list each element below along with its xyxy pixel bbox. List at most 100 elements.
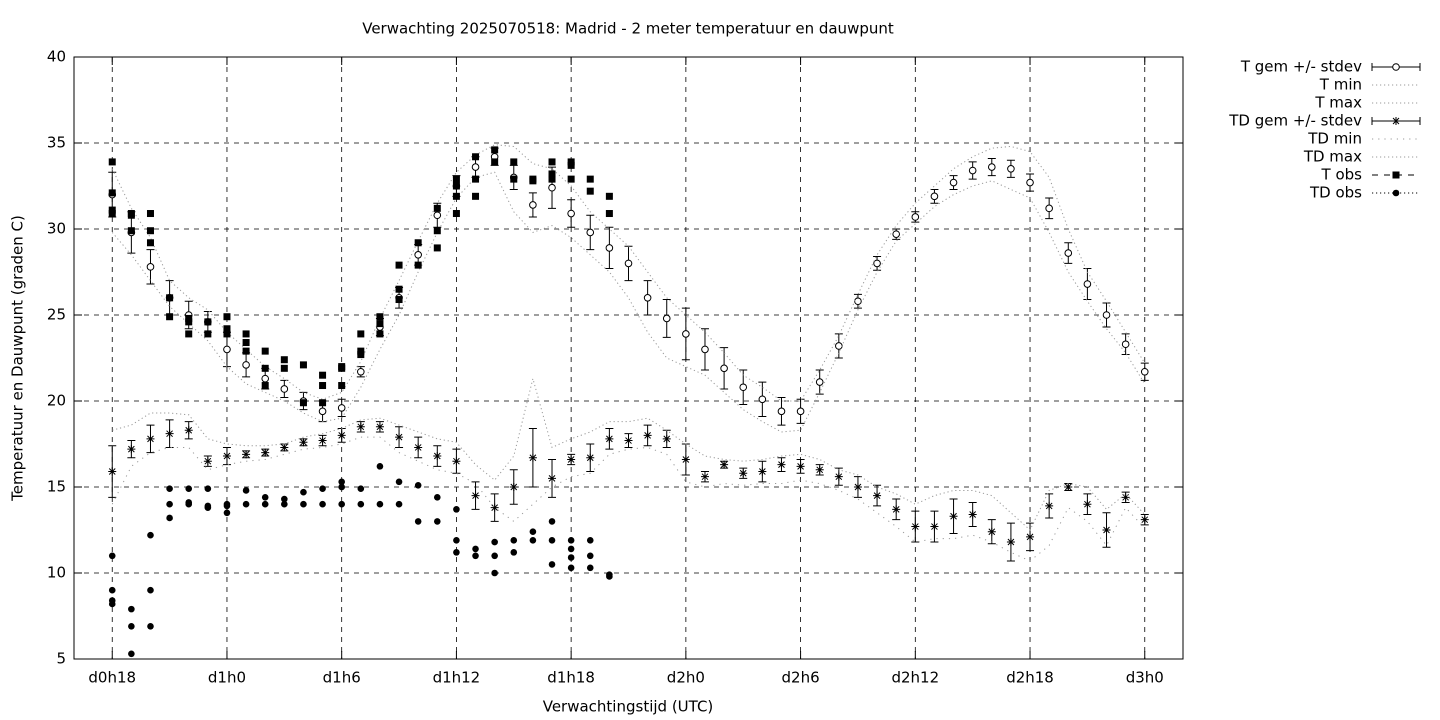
y-tick-label: 15: [47, 478, 66, 496]
point: [968, 510, 977, 519]
point: [375, 422, 384, 431]
point: [128, 605, 135, 613]
point: [491, 538, 498, 546]
point: [873, 259, 881, 268]
point: [242, 347, 250, 355]
point: [471, 491, 480, 500]
point: [108, 189, 116, 197]
point: [682, 330, 690, 338]
point: [567, 554, 575, 561]
point: [223, 325, 231, 333]
x-tick-label: d0h18: [88, 669, 136, 687]
legend-label: T gem +/- stdev: [1240, 58, 1362, 76]
point: [472, 545, 479, 553]
point: [491, 552, 498, 560]
point: [127, 211, 135, 219]
point: [681, 455, 690, 464]
point: [510, 175, 518, 183]
point: [166, 294, 174, 302]
point: [567, 455, 576, 464]
point: [1102, 526, 1111, 534]
point: [414, 251, 422, 259]
point: [509, 483, 518, 491]
point: [261, 374, 270, 383]
point: [758, 467, 767, 476]
y-tick-label: 30: [47, 220, 66, 238]
chart-title: Verwachting 2025070518: Madrid - 2 meter…: [362, 20, 894, 38]
point: [968, 166, 977, 175]
point: [1045, 204, 1053, 213]
point: [319, 371, 327, 379]
point: [510, 537, 518, 544]
point: [280, 356, 288, 364]
point: [624, 436, 633, 445]
point: [338, 382, 346, 390]
point: [987, 163, 996, 171]
point: [319, 382, 327, 390]
point: [720, 364, 728, 373]
point: [299, 399, 307, 407]
point: [433, 211, 442, 220]
point: [108, 552, 116, 560]
point: [987, 527, 996, 536]
point: [548, 175, 556, 183]
point: [567, 161, 575, 169]
point: [586, 552, 594, 560]
point: [280, 385, 289, 393]
point: [815, 465, 824, 474]
point: [606, 573, 613, 580]
x-tick-label: d1h0: [208, 669, 246, 687]
point: [491, 158, 499, 166]
point: [528, 453, 537, 462]
point: [146, 210, 154, 218]
point: [911, 213, 920, 221]
y-tick-label: 5: [56, 650, 66, 668]
point: [1392, 171, 1400, 179]
point: [242, 500, 250, 508]
point: [128, 650, 135, 658]
point: [242, 361, 250, 369]
point: [280, 443, 289, 452]
point: [777, 407, 786, 416]
point: [414, 518, 422, 525]
point: [491, 569, 498, 577]
point: [892, 505, 901, 514]
point: [490, 503, 499, 512]
point: [472, 552, 479, 560]
series-line: [111, 171, 1146, 433]
point: [203, 457, 212, 466]
point: [605, 434, 614, 443]
point: [261, 448, 270, 457]
point: [166, 485, 173, 493]
point: [567, 209, 575, 218]
point: [357, 485, 365, 493]
point: [414, 443, 423, 452]
point: [453, 549, 460, 556]
point: [701, 345, 709, 354]
legend-label: TD obs: [1309, 184, 1362, 202]
point: [356, 422, 365, 431]
x-tick-label: d3h0: [1126, 669, 1164, 687]
point: [261, 364, 269, 372]
legend-label: T obs: [1321, 166, 1363, 184]
point: [605, 192, 613, 200]
point: [930, 192, 939, 201]
series-line: [112, 376, 1146, 531]
point: [605, 244, 614, 252]
point: [299, 361, 307, 369]
point: [739, 383, 748, 392]
point: [452, 210, 460, 218]
point: [491, 146, 499, 154]
point: [949, 178, 958, 187]
point: [108, 158, 116, 166]
point: [1064, 249, 1073, 257]
point: [300, 500, 307, 508]
point: [338, 364, 346, 372]
point: [147, 623, 154, 630]
point: [242, 450, 251, 459]
point: [414, 481, 422, 489]
point: [472, 153, 480, 161]
point: [586, 175, 594, 183]
point: [147, 586, 154, 594]
